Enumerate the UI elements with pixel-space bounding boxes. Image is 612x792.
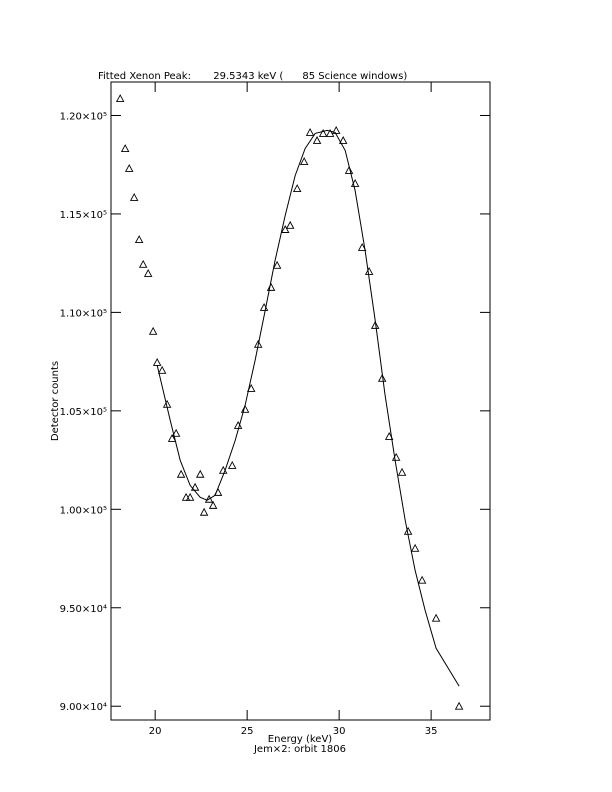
data-point bbox=[454, 701, 464, 710]
data-point bbox=[299, 157, 309, 166]
data-point bbox=[391, 452, 401, 461]
data-point bbox=[240, 404, 250, 413]
data-point bbox=[190, 482, 200, 491]
data-point bbox=[199, 507, 209, 516]
data-point bbox=[213, 487, 223, 496]
fit-line bbox=[156, 129, 460, 687]
plot-frame bbox=[110, 81, 491, 721]
data-point bbox=[195, 469, 205, 478]
data-point bbox=[280, 225, 290, 233]
x-tick-label: 35 bbox=[425, 726, 438, 737]
data-point bbox=[162, 399, 172, 408]
y-tick-label: 1.00×10⁵ bbox=[60, 505, 107, 516]
data-point bbox=[403, 526, 413, 535]
y-tick-label: 9.50×10⁴ bbox=[60, 604, 107, 615]
data-point bbox=[115, 94, 125, 102]
data-point bbox=[208, 500, 218, 509]
data-point bbox=[312, 136, 322, 144]
data-point bbox=[233, 420, 243, 429]
data-point bbox=[384, 431, 394, 440]
y-tick-label: 9.00×10⁴ bbox=[60, 702, 107, 713]
data-point bbox=[417, 575, 427, 584]
data-point bbox=[331, 125, 341, 134]
data-point bbox=[176, 469, 186, 478]
data-point bbox=[138, 259, 148, 268]
y-tick-label: 1.20×10⁵ bbox=[60, 111, 107, 122]
data-point bbox=[318, 128, 328, 137]
data-point bbox=[181, 492, 191, 501]
y-axis-label: Detector counts bbox=[50, 361, 61, 441]
data-point bbox=[129, 192, 139, 201]
data-point bbox=[167, 433, 177, 442]
x-tick-label: 20 bbox=[149, 726, 162, 737]
data-point bbox=[364, 266, 374, 275]
data-point bbox=[227, 460, 237, 469]
data-point bbox=[171, 428, 181, 437]
data-point bbox=[218, 465, 228, 474]
y-tick-label: 1.15×10⁵ bbox=[60, 210, 107, 221]
data-point bbox=[377, 373, 387, 382]
data-point bbox=[431, 613, 441, 622]
data-point bbox=[246, 383, 256, 392]
data-point bbox=[148, 326, 158, 335]
data-point bbox=[325, 128, 335, 137]
chart-title: Fitted Xenon Peak: 29.5343 keV ( 85 Scie… bbox=[98, 71, 407, 82]
data-point bbox=[357, 242, 367, 251]
data-point bbox=[204, 494, 214, 503]
data-point bbox=[266, 282, 276, 291]
x-tick-label: 30 bbox=[333, 726, 346, 737]
y-tick-label: 1.10×10⁵ bbox=[60, 308, 107, 319]
data-point bbox=[152, 357, 162, 366]
data-point bbox=[344, 165, 354, 174]
data-point bbox=[185, 492, 195, 501]
data-point bbox=[370, 320, 380, 329]
data-point bbox=[285, 220, 295, 229]
data-point bbox=[157, 365, 167, 374]
data-point bbox=[272, 260, 282, 269]
data-point bbox=[259, 303, 269, 311]
data-point bbox=[143, 268, 153, 277]
data-point bbox=[134, 235, 144, 243]
y-tick-label: 1.05×10⁵ bbox=[60, 407, 107, 418]
x-tick-label: 25 bbox=[241, 726, 254, 737]
data-point bbox=[350, 178, 360, 187]
data-point bbox=[338, 136, 348, 144]
data-point bbox=[124, 163, 134, 172]
data-point bbox=[410, 543, 420, 552]
data-point bbox=[120, 144, 130, 153]
data-point bbox=[305, 127, 315, 136]
data-point bbox=[253, 339, 263, 348]
data-point bbox=[397, 467, 407, 476]
subtitle: Jem×2: orbit 1806 bbox=[253, 744, 346, 755]
x-axis-label: Energy (keV) bbox=[268, 734, 333, 745]
data-point bbox=[292, 184, 302, 192]
